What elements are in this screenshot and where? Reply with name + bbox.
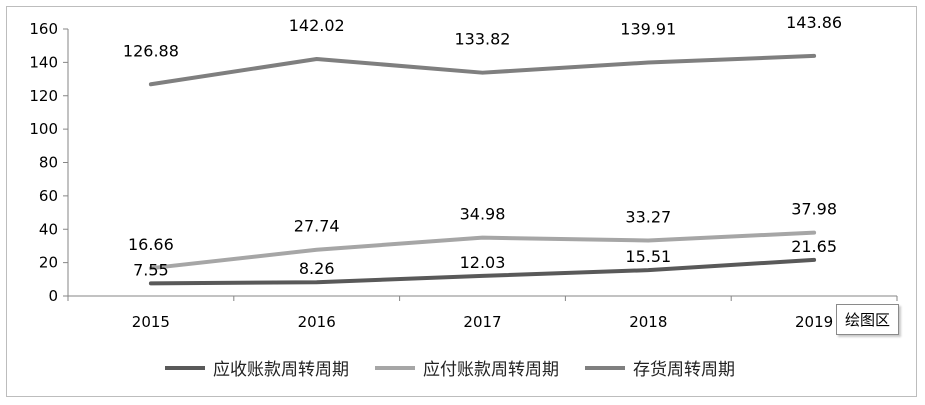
legend: 应收账款周转周期 应付账款周转周期 存货周转周期 (165, 355, 735, 380)
y-tick-label: 100 (29, 120, 58, 138)
x-tick-label: 2015 (132, 313, 170, 331)
x-tick-label: 2017 (463, 313, 501, 331)
legend-item-receivable: 应收账款周转周期 (165, 355, 349, 380)
series-line-2 (148, 53, 817, 87)
data-label: 142.02 (289, 16, 345, 35)
data-label: 126.88 (123, 41, 179, 60)
legend-label-payable: 应付账款周转周期 (423, 360, 559, 380)
data-label: 12.03 (460, 253, 506, 272)
data-label: 133.82 (455, 30, 511, 49)
legend-swatch-receivable (165, 365, 205, 370)
y-tick-label: 60 (39, 187, 58, 205)
plot-area-tooltip: 绘图区 (836, 304, 900, 335)
series-line-0 (148, 257, 817, 286)
legend-label-receivable: 应收账款周转周期 (213, 360, 349, 380)
data-label: 21.65 (791, 237, 837, 256)
y-tick-label: 80 (39, 154, 58, 172)
legend-item-payable: 应付账款周转周期 (375, 355, 559, 380)
data-label: 37.98 (791, 200, 837, 219)
legend-swatch-inventory (585, 365, 625, 370)
y-tick-label: 40 (39, 220, 58, 238)
legend-item-inventory: 存货周转周期 (585, 355, 735, 380)
series-line-1 (148, 230, 817, 271)
data-label: 34.98 (460, 205, 506, 224)
y-tick-label: 160 (29, 20, 58, 38)
chart-frame (6, 6, 917, 397)
legend-swatch-payable (375, 365, 415, 370)
data-label: 16.66 (128, 235, 174, 254)
y-tick-label: 0 (48, 287, 58, 305)
data-label: 33.27 (625, 207, 671, 226)
x-tick-label: 2019 (795, 313, 833, 331)
legend-label-inventory: 存货周转周期 (633, 360, 735, 380)
y-tick-label: 140 (29, 53, 58, 71)
y-tick-label: 120 (29, 87, 58, 105)
data-label: 143.86 (786, 13, 842, 32)
data-label: 139.91 (620, 20, 676, 39)
x-tick-label: 2016 (298, 313, 336, 331)
data-label: 8.26 (299, 259, 335, 278)
y-tick-label: 20 (39, 254, 58, 272)
data-label: 7.55 (133, 260, 169, 279)
data-label: 15.51 (625, 247, 671, 266)
data-label: 27.74 (294, 217, 340, 236)
x-tick-label: 2018 (629, 313, 667, 331)
